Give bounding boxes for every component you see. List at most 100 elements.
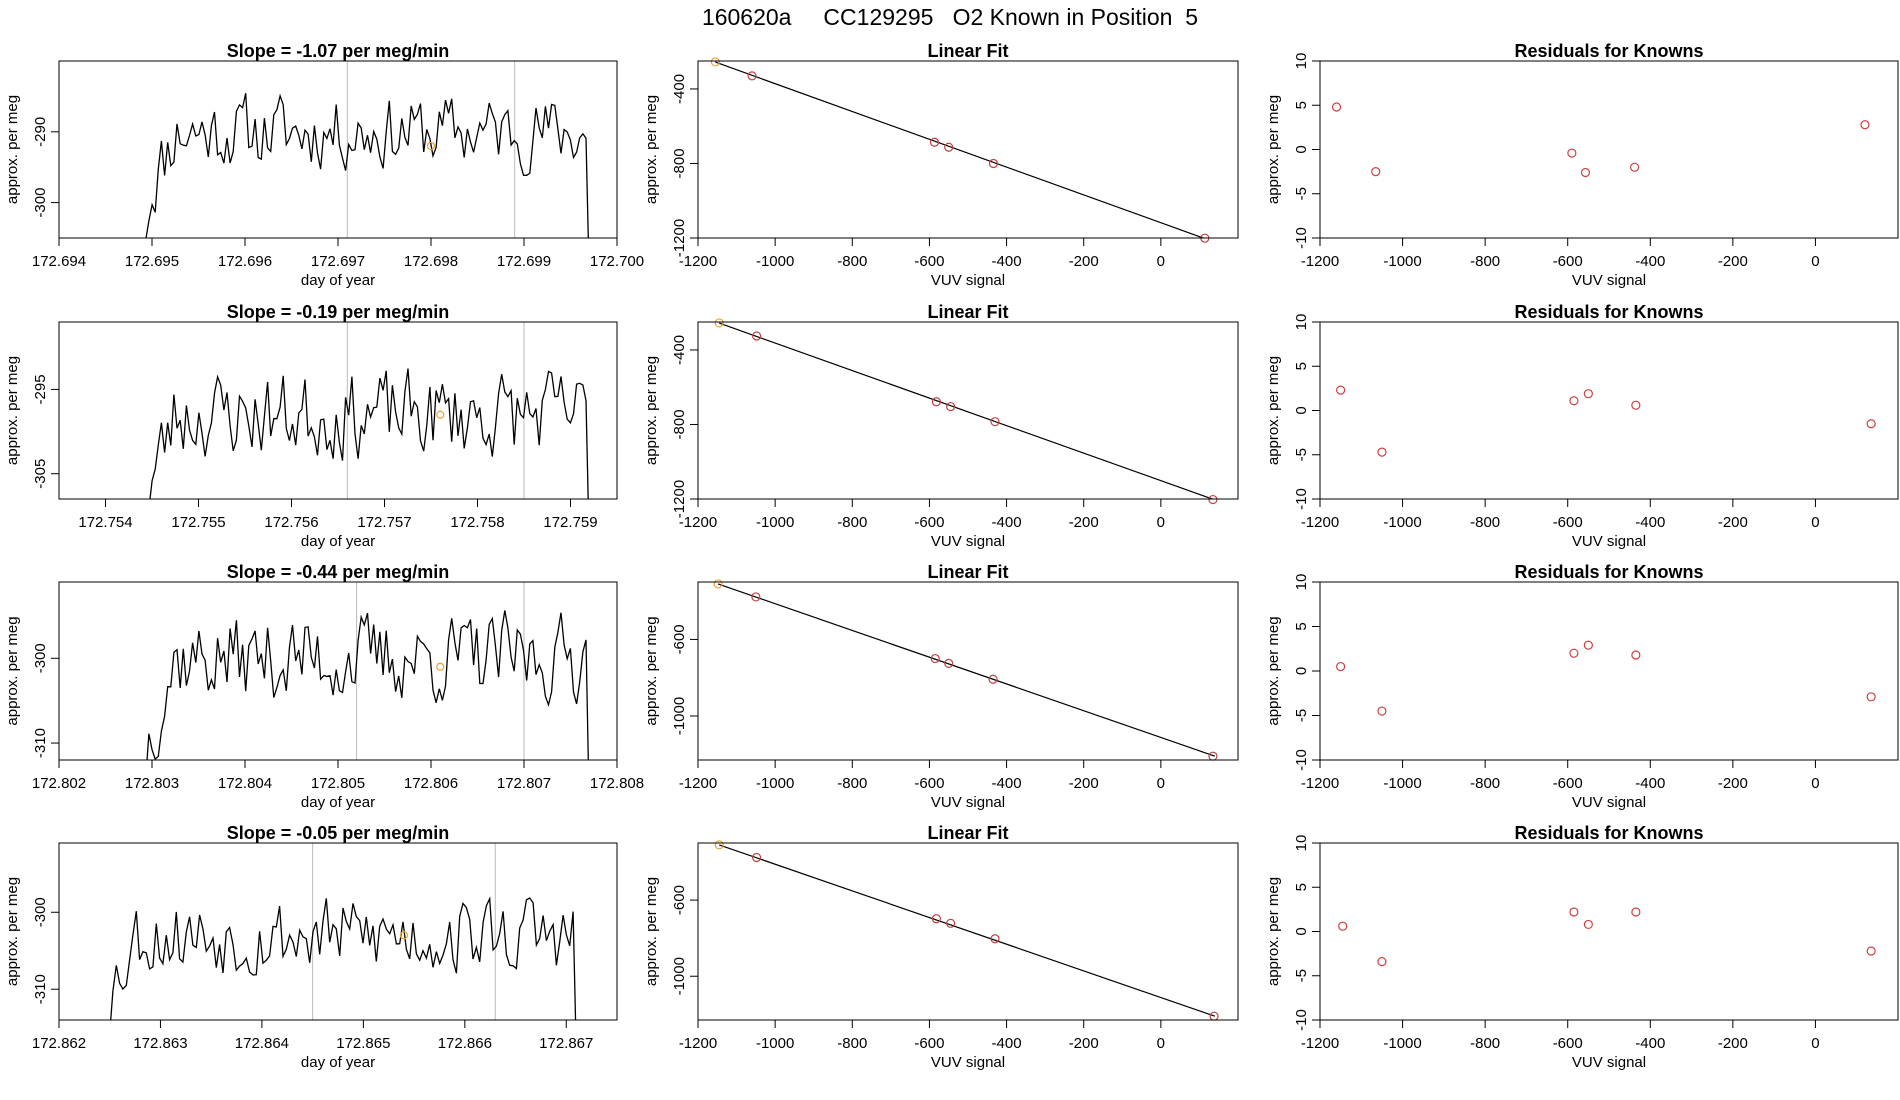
timeseries-4-x-axis-label: day of year: [301, 1054, 375, 1071]
fit-4-point-3: [946, 918, 956, 928]
fit-3-x-tick-label-1: -1000: [756, 775, 794, 792]
fit-1-fit-line: [715, 61, 1205, 238]
residuals-4-point-4: [1631, 907, 1641, 917]
timeseries-3-x-tick-label-3: 172.805: [311, 775, 365, 792]
timeseries-3-x-tick-label-4: 172.806: [404, 775, 458, 792]
fit-1-x-axis-label: VUV signal: [931, 272, 1005, 289]
fit-1-x-tick-label-1: -1000: [756, 253, 794, 270]
residuals-4-x-tick-label-6: 0: [1811, 1035, 1819, 1052]
residuals-4-x-tick-label-2: -800: [1470, 1035, 1500, 1052]
timeseries-3-y-tick-label-1: -310: [32, 728, 49, 758]
residuals-1-point-2: [1567, 148, 1577, 158]
timeseries-1-x-axis-label: day of year: [301, 272, 375, 289]
residuals-4-point-5: [1866, 946, 1876, 956]
fit-3-point-2: [930, 653, 940, 664]
timeseries-4-y-tick-label-0: -300: [32, 897, 49, 927]
residuals-3-x-tick-label-3: -600: [1553, 775, 1583, 792]
timeseries-3-x-tick-label-1: 172.803: [125, 775, 179, 792]
timeseries-1-highlight-point: [426, 141, 436, 151]
fit-3-point-1: [751, 592, 761, 602]
timeseries-4-frame: [58, 842, 618, 1021]
fit-4-x-tick-label-2: -800: [837, 1035, 867, 1052]
fit-3-frame: [697, 581, 1239, 761]
fit-3-x-tick-label-6: 0: [1157, 775, 1165, 792]
timeseries-2-x-tick-label-2: 172.756: [264, 514, 318, 531]
fit-1-x-tick-label-4: -400: [992, 253, 1022, 270]
timeseries-1-x-tick-label-2: 172.696: [218, 253, 272, 270]
residuals-1-y-tick-label-2: 0: [1293, 145, 1310, 153]
timeseries-3-y-tick-label-0: -300: [32, 643, 49, 673]
residuals-4-x-tick-label-0: -1200: [1301, 1035, 1339, 1052]
residuals-4-y-tick-label-2: 0: [1293, 927, 1310, 935]
fit-2-point-1: [752, 331, 762, 341]
fit-1-x-tick-label-5: -200: [1069, 253, 1099, 270]
timeseries-2-frame: [58, 321, 618, 500]
fit-4-frame: [697, 842, 1239, 1021]
timeseries-4-x-tick-label-3: 172.865: [336, 1035, 390, 1052]
residuals-4-x-tick-label-3: -600: [1553, 1035, 1583, 1052]
residuals-2-x-tick-label-5: -200: [1718, 514, 1748, 531]
residuals-1-title: Residuals for Knowns: [1514, 41, 1703, 61]
residuals-4-y-tick-label-4: -10: [1293, 1009, 1310, 1031]
residuals-3-y-tick-label-1: 5: [1293, 622, 1310, 630]
fit-3-x-axis-label: VUV signal: [931, 794, 1005, 811]
timeseries-3-x-tick-label-2: 172.804: [218, 775, 272, 792]
fit-4-y-tick-label-1: -1000: [671, 957, 688, 995]
timeseries-2-x-tick-label-0: 172.754: [78, 514, 132, 531]
residuals-3-frame: [1319, 581, 1899, 761]
fit-3-point-0: [713, 579, 723, 589]
timeseries-1-plot-area: [145, 61, 589, 238]
residuals-2-x-tick-label-3: -600: [1553, 514, 1583, 531]
timeseries-4-title: Slope = -0.05 per meg/min: [227, 823, 450, 843]
fit-2-y-tick-label-1: -800: [671, 409, 688, 439]
timeseries-2-x-tick-label-5: 172.759: [543, 514, 597, 531]
residuals-2-x-tick-label-2: -800: [1470, 514, 1500, 531]
timeseries-4-highlight-point: [399, 931, 409, 940]
fit-2-x-tick-label-5: -200: [1069, 514, 1099, 531]
residuals-1-point-0: [1331, 102, 1342, 112]
fit-3-y-axis-label: approx. per meg: [643, 616, 660, 725]
fit-2-y-axis-label: approx. per meg: [643, 356, 660, 465]
timeseries-3-x-tick-label-5: 172.807: [497, 775, 551, 792]
residuals-4-point-0: [1338, 921, 1348, 931]
residuals-3-point-4: [1631, 650, 1641, 660]
residuals-2-point-1: [1377, 447, 1387, 457]
residuals-4-y-axis-label: approx. per meg: [1265, 877, 1282, 986]
residuals-2-y-axis-label: approx. per meg: [1265, 356, 1282, 465]
fit-2-title: Linear Fit: [927, 302, 1008, 322]
fit-1-x-tick-label-3: -600: [914, 253, 944, 270]
residuals-1-y-tick-label-3: -5: [1293, 187, 1310, 200]
residuals-3-y-tick-label-2: 0: [1293, 667, 1310, 675]
residuals-2-y-tick-label-4: -10: [1293, 488, 1310, 510]
fit-1-point-1: [747, 71, 757, 81]
timeseries-3-y-axis-label: approx. per meg: [4, 616, 21, 725]
residuals-1-x-axis-label: VUV signal: [1572, 272, 1646, 289]
fit-4-x-tick-label-5: -200: [1069, 1035, 1099, 1052]
residuals-2-point-2: [1569, 396, 1579, 406]
residuals-1-point-5: [1860, 120, 1870, 130]
residuals-1-x-tick-label-4: -400: [1635, 253, 1665, 270]
residuals-2-y-tick-label-3: -5: [1293, 448, 1310, 461]
residuals-2-title: Residuals for Knowns: [1514, 302, 1703, 322]
fit-3-x-tick-label-2: -800: [837, 775, 867, 792]
residuals-3-point-2: [1569, 648, 1579, 658]
residuals-4-x-tick-label-4: -400: [1635, 1035, 1665, 1052]
residuals-3-x-axis-label: VUV signal: [1572, 794, 1646, 811]
residuals-4-point-3: [1583, 919, 1593, 930]
timeseries-2-plot-area: [149, 322, 589, 499]
residuals-3-x-tick-label-0: -1200: [1301, 775, 1339, 792]
fit-2-x-tick-label-3: -600: [914, 514, 944, 531]
fit-3-point-5: [1208, 751, 1218, 761]
fit-4-x-tick-label-3: -600: [914, 1035, 944, 1052]
residuals-4-point-2: [1569, 907, 1579, 917]
fit-4-x-axis-label: VUV signal: [931, 1054, 1005, 1071]
fit-1-x-tick-label-2: -800: [837, 253, 867, 270]
fit-3-plot-area: [717, 583, 1216, 757]
timeseries-4-x-tick-label-2: 172.864: [235, 1035, 289, 1052]
timeseries-1-title: Slope = -1.07 per meg/min: [227, 41, 450, 61]
timeseries-2-x-tick-label-3: 172.757: [357, 514, 411, 531]
residuals-2-frame: [1319, 321, 1899, 500]
timeseries-1-x-tick-label-4: 172.698: [404, 253, 458, 270]
fit-2-x-tick-label-2: -800: [837, 514, 867, 531]
